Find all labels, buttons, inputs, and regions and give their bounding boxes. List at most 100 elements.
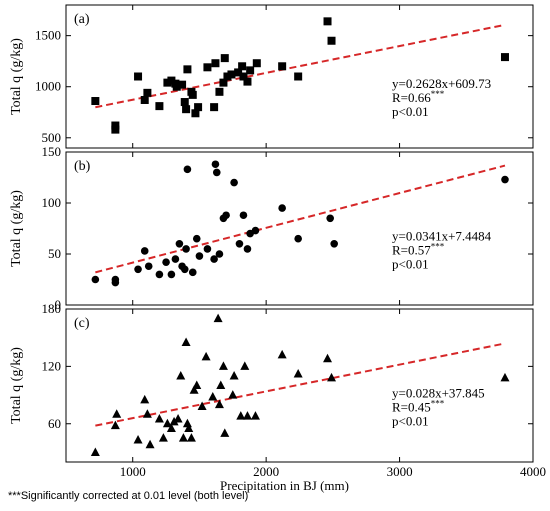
regression-line [95, 23, 506, 109]
correlation-label: R=0.66*** [392, 89, 445, 105]
data-point [208, 391, 218, 401]
data-point [218, 361, 228, 370]
panel-1: 500 1000 1500 Total q (g/kg) (a) y=0.2628x+60… [9, 4, 534, 149]
data-point [211, 59, 220, 68]
data-point [222, 211, 230, 220]
data-point [230, 178, 238, 187]
regression-line [95, 164, 506, 274]
data-point [111, 278, 120, 287]
data-point [214, 399, 224, 409]
data-point [142, 409, 152, 418]
data-point [91, 275, 100, 284]
data-point [239, 72, 248, 81]
data-point [212, 168, 221, 177]
data-point [112, 409, 122, 418]
data-point [234, 68, 243, 77]
data-point [500, 372, 510, 382]
data-point [171, 255, 180, 263]
data-point [163, 78, 172, 87]
data-point [500, 53, 509, 62]
data-point [238, 62, 247, 71]
panel-label: (c) [74, 316, 90, 331]
regression-equation: y=0.028x+37.845 [392, 386, 485, 401]
p-value-label: p<0.01 [392, 257, 429, 272]
data-point [189, 385, 199, 394]
plot-frame [65, 4, 534, 149]
data-point [203, 63, 212, 72]
data-point [166, 423, 176, 433]
data-point [201, 351, 211, 361]
data-point [293, 369, 303, 378]
data-point [134, 265, 142, 274]
data-point [188, 268, 197, 277]
y-axis-label: Total q (g/kg) [9, 38, 24, 115]
panel-2: 0 50 100 150 Total q (g/kg) (b) y=0.0341x+7.44… [9, 144, 534, 312]
data-point [180, 265, 189, 274]
data-point [323, 17, 332, 26]
data-point [155, 102, 164, 111]
data-point [191, 109, 200, 118]
regression-equation: y=0.2628x+609.73 [392, 76, 491, 91]
plot-frame [65, 308, 534, 463]
panel-label: (b) [74, 159, 91, 174]
data-point [140, 247, 149, 255]
data-point [294, 72, 303, 81]
data-point [188, 90, 197, 99]
data-point [501, 175, 509, 184]
data-point [211, 160, 220, 169]
data-point [235, 240, 244, 248]
data-point [223, 72, 232, 81]
data-point [228, 390, 238, 399]
y-tick-label: 180 [42, 301, 62, 316]
x-axis-label: Precipitation in BJ (mm) [220, 478, 349, 493]
p-value-label: p<0.01 [392, 104, 429, 119]
data-point [176, 370, 186, 380]
data-point [327, 372, 337, 382]
data-point [326, 214, 334, 223]
data-point [173, 413, 183, 423]
data-point [220, 54, 229, 63]
regression-equation: y=0.0341x+7.4484 [392, 229, 492, 244]
data-point [251, 226, 260, 235]
data-point [167, 270, 176, 279]
data-point [242, 411, 252, 420]
x-tick-label: 2000 [253, 464, 279, 479]
data-point [175, 240, 184, 248]
y-tick-label: 1000 [35, 79, 61, 94]
data-point [229, 370, 239, 380]
data-point [134, 72, 143, 81]
data-point [91, 97, 100, 106]
data-point [215, 250, 224, 258]
data-point [219, 78, 228, 87]
y-tick-label: 60 [48, 416, 61, 431]
data-point [182, 418, 192, 428]
data-point [180, 98, 189, 107]
plot-frame [65, 151, 534, 306]
y-axis-label: Total q (g/kg) [9, 347, 24, 424]
data-point [243, 245, 252, 253]
data-point [111, 125, 120, 134]
data-point [240, 361, 250, 370]
data-point [246, 66, 255, 75]
data-point [210, 255, 218, 263]
x-tick-label: 3000 [387, 464, 413, 479]
x-tick-label: 1000 [120, 464, 146, 479]
data-point [145, 439, 155, 449]
data-point [111, 121, 120, 130]
data-point [243, 77, 252, 86]
data-point [323, 353, 333, 363]
data-point [90, 447, 100, 456]
x-tick-label: 4000 [520, 464, 546, 479]
data-point [327, 36, 336, 45]
y-tick-label: 50 [48, 246, 61, 261]
regression-line [95, 342, 506, 427]
data-point [110, 420, 120, 430]
data-point [183, 65, 192, 74]
data-point [197, 401, 207, 411]
panel-label: (a) [74, 12, 90, 27]
data-point [172, 82, 181, 91]
panel-3: 60 120 180 1000 2000 3000 4000 Total q (g/kg) Pr… [9, 301, 546, 493]
data-point [252, 59, 261, 68]
y-tick-label: 120 [42, 358, 62, 373]
significance-footnote: ***Significantly corrected at 0.01 level… [8, 490, 249, 502]
